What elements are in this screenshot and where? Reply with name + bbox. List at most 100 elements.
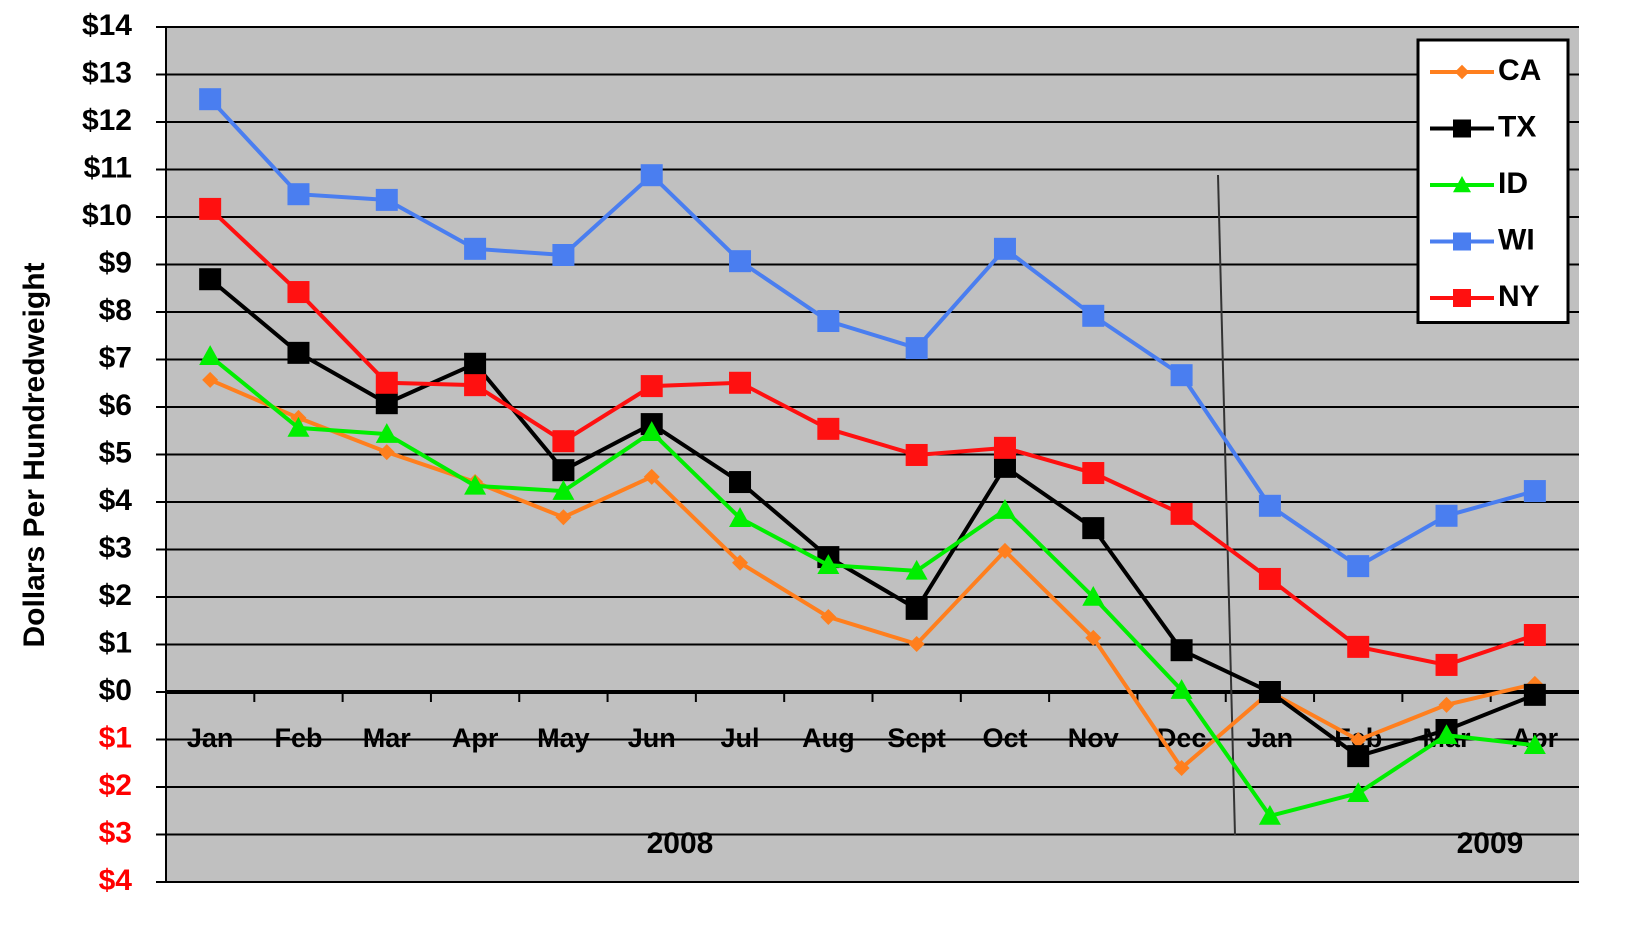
legend-label: WI [1498, 223, 1535, 256]
y-tick-label: $0 [99, 674, 132, 707]
y-tick-label: $4 [99, 484, 133, 517]
y-tick-label: $12 [82, 104, 132, 137]
data-point [1173, 760, 1190, 776]
data-point [640, 164, 663, 187]
data-point [1523, 734, 1546, 754]
data-point [287, 341, 310, 364]
y-tick-label: $3 [99, 816, 132, 849]
data-point [905, 559, 928, 580]
data-point [993, 237, 1016, 260]
x-tick-label: Mar [363, 723, 412, 753]
data-point [1082, 586, 1105, 606]
data-point [996, 542, 1013, 559]
data-point [1082, 517, 1105, 540]
data-point [375, 188, 398, 211]
data-point [643, 468, 660, 485]
data-point [464, 474, 487, 495]
x-tick-label: Aug [802, 723, 854, 753]
data-point [1258, 681, 1281, 703]
data-point [375, 423, 398, 443]
data-point [1350, 731, 1367, 748]
data-point [1085, 629, 1102, 646]
series-line [208, 207, 1536, 667]
legend-marker [1454, 64, 1470, 80]
data-point [464, 352, 487, 375]
data-point [1523, 683, 1546, 706]
x-tick-label: May [537, 723, 590, 753]
data-point [552, 430, 575, 453]
data-point [555, 509, 572, 526]
y-tick-label: $14 [82, 9, 132, 42]
data-point [729, 371, 752, 394]
y-tick-label: $8 [99, 294, 132, 327]
data-point [1523, 624, 1546, 646]
data-point [375, 371, 398, 394]
data-point [378, 444, 395, 461]
data-point [729, 507, 752, 527]
data-point [287, 416, 310, 437]
legend-label: TX [1498, 110, 1536, 143]
data-point [1347, 635, 1370, 658]
y-tick-label: $3 [99, 531, 132, 564]
data-point [1170, 502, 1193, 525]
y-tick-label: $4 [99, 864, 133, 897]
legend-marker [1453, 289, 1471, 307]
data-point [817, 417, 840, 440]
data-point [905, 443, 928, 466]
data-point [287, 183, 310, 206]
data-point [817, 310, 840, 333]
data-point [552, 244, 575, 266]
x-tick-label: Jun [628, 723, 676, 753]
data-point [1523, 480, 1546, 503]
y-tick-label: $13 [82, 56, 132, 89]
data-point [1082, 462, 1105, 485]
data-point [993, 455, 1016, 478]
x-tick-label: Feb [274, 723, 322, 753]
legend-marker [1453, 176, 1471, 193]
y-tick-label: $7 [99, 341, 132, 374]
data-point [287, 281, 310, 304]
data-point [732, 554, 749, 571]
y-tick-label: $1 [99, 721, 132, 754]
y-tick-label: $5 [99, 436, 132, 469]
y-tick-label: $6 [99, 389, 132, 422]
data-point [1438, 696, 1455, 713]
data-point [1082, 304, 1105, 327]
data-point [1258, 804, 1281, 825]
data-point [817, 554, 840, 574]
data-point [1435, 653, 1458, 676]
x-tick-label: Apr [452, 723, 499, 753]
data-point [905, 337, 928, 360]
data-point [993, 436, 1016, 459]
y-tick-label: $2 [99, 579, 132, 612]
x-tick-label: Jan [187, 723, 234, 753]
year-label: 2008 [647, 827, 714, 860]
data-point [1170, 364, 1193, 387]
data-point [375, 392, 398, 415]
data-point [1258, 494, 1281, 517]
data-point [729, 471, 752, 494]
legend-label: NY [1498, 280, 1540, 313]
data-point [640, 421, 663, 441]
data-point [1435, 724, 1458, 745]
series-line [208, 354, 1536, 819]
x-tick-label: Oct [982, 723, 1027, 753]
data-point [199, 268, 222, 291]
y-axis-title: Dollars Per Hundredweight [18, 262, 51, 647]
data-point [993, 499, 1016, 519]
data-point [1170, 679, 1193, 699]
x-tick-label: Dec [1157, 723, 1207, 753]
x-tick-label: Sept [887, 723, 946, 753]
legend-marker [1453, 232, 1471, 251]
data-point [1347, 555, 1370, 578]
data-point [1435, 504, 1458, 527]
legend-label: CA [1498, 54, 1541, 87]
legend-box [1416, 38, 1570, 324]
data-point [640, 375, 663, 398]
y-tick-label: $1 [99, 626, 132, 659]
x-tick-label: Nov [1068, 723, 1119, 753]
data-point [552, 480, 575, 500]
y-tick-label: $10 [82, 199, 132, 232]
data-point [1258, 567, 1281, 590]
